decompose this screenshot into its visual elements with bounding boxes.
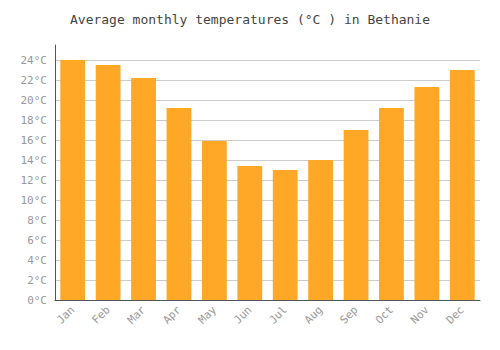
svg-text:24°C: 24°C [21,54,48,67]
svg-text:Sep: Sep [337,303,360,326]
svg-text:22°C: 22°C [21,74,48,87]
svg-text:2°C: 2°C [27,274,47,287]
svg-text:Mar: Mar [125,303,148,326]
svg-text:Nov: Nov [408,303,431,326]
svg-text:Jan: Jan [54,303,77,326]
svg-text:Aug: Aug [302,303,325,326]
svg-text:May: May [196,303,219,326]
svg-text:Dec: Dec [444,303,467,326]
svg-text:0°C: 0°C [27,294,47,307]
svg-text:Oct: Oct [373,303,396,326]
svg-text:Feb: Feb [89,303,112,326]
svg-text:10°C: 10°C [21,194,48,207]
svg-text:Average monthly temperatures (: Average monthly temperatures (°C ) in Be… [70,12,430,27]
svg-text:18°C: 18°C [21,114,48,127]
svg-text:Jun: Jun [231,303,254,326]
svg-text:16°C: 16°C [21,134,48,147]
svg-text:Jul: Jul [267,303,290,326]
svg-text:4°C: 4°C [27,254,47,267]
svg-text:12°C: 12°C [21,174,48,187]
svg-text:6°C: 6°C [27,234,47,247]
svg-text:14°C: 14°C [21,154,48,167]
svg-text:20°C: 20°C [21,94,48,107]
svg-text:8°C: 8°C [27,214,47,227]
svg-text:Apr: Apr [160,303,183,326]
